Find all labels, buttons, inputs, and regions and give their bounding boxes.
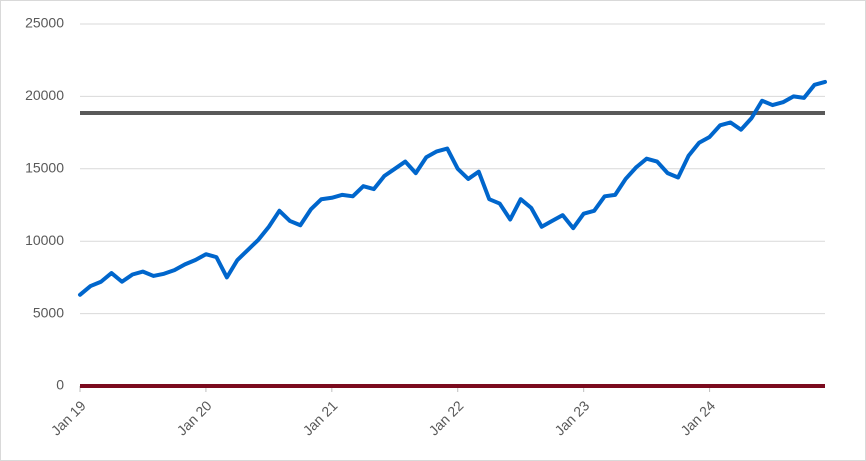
y-tick-label: 25000 <box>25 15 64 31</box>
y-tick-label: 20000 <box>25 87 64 103</box>
y-tick-label: 10000 <box>25 232 64 248</box>
y-tick-label: 0 <box>56 377 64 393</box>
y-tick-label: 5000 <box>33 304 64 320</box>
line-series <box>78 79 827 297</box>
y-tick-label: 15000 <box>25 160 64 176</box>
